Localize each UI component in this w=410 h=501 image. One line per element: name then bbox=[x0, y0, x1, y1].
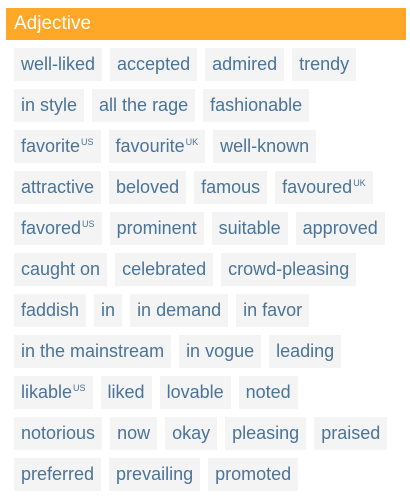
synonym-chip[interactable]: accepted bbox=[110, 48, 198, 81]
synonym-row: preferred prevailing promoted bbox=[14, 458, 406, 491]
synonym-label: in favor bbox=[243, 300, 303, 320]
synonym-label: celebrated bbox=[122, 259, 207, 279]
synonym-chip[interactable]: prominent bbox=[109, 212, 204, 245]
synonym-row: caught on celebrated crowd-pleasing bbox=[14, 253, 406, 286]
synonym-label: leading bbox=[276, 341, 335, 361]
synonym-label: fashionable bbox=[210, 95, 303, 115]
synonym-label: promoted bbox=[215, 464, 292, 484]
synonym-row: favored US prominent suitable approved bbox=[14, 212, 406, 245]
synonym-chip[interactable]: suitable bbox=[211, 212, 288, 245]
synonym-chip[interactable]: in vogue bbox=[179, 335, 262, 368]
synonym-chip[interactable]: attractive bbox=[14, 171, 102, 204]
synonym-label: famous bbox=[201, 177, 261, 197]
synonym-label: attractive bbox=[21, 177, 95, 197]
synonym-label: in vogue bbox=[186, 341, 255, 361]
region-tag: US bbox=[82, 219, 95, 229]
synonym-chip[interactable]: celebrated bbox=[115, 253, 214, 286]
synonym-chip[interactable]: fashionable bbox=[203, 89, 310, 122]
synonym-chip[interactable]: favoured UK bbox=[275, 171, 373, 204]
region-tag: US bbox=[81, 137, 94, 147]
synonym-chip[interactable]: pleasing bbox=[225, 417, 307, 450]
synonym-chip[interactable]: caught on bbox=[14, 253, 108, 286]
synonym-row: well-liked accepted admired trendy bbox=[14, 48, 406, 81]
synonym-label: crowd-pleasing bbox=[228, 259, 350, 279]
synonym-label: in the mainstream bbox=[21, 341, 165, 361]
synonym-label: in style bbox=[21, 95, 78, 115]
synonym-chip[interactable]: prevailing bbox=[109, 458, 201, 491]
synonym-label: trendy bbox=[299, 54, 350, 74]
synonym-label: praised bbox=[321, 423, 381, 443]
synonym-chip[interactable]: liked bbox=[100, 376, 152, 409]
synonym-label: in demand bbox=[137, 300, 222, 320]
synonym-label: preferred bbox=[21, 464, 95, 484]
synonym-chip[interactable]: favored US bbox=[14, 212, 102, 245]
synonym-chip[interactable]: in style bbox=[14, 89, 85, 122]
synonym-list: well-liked accepted admired trendy in style a… bbox=[14, 48, 406, 499]
synonym-row: attractive beloved famous favoured UK bbox=[14, 171, 406, 204]
synonym-label: lovable bbox=[166, 382, 224, 402]
synonym-row: favorite US favourite UK well-known bbox=[14, 130, 406, 163]
synonym-chip[interactable]: beloved bbox=[109, 171, 187, 204]
synonym-label: all the rage bbox=[99, 95, 189, 115]
synonym-row: in the mainstream in vogue leading bbox=[14, 335, 406, 368]
synonym-label: noted bbox=[245, 382, 291, 402]
synonym-label: in bbox=[101, 300, 116, 320]
region-tag: UK bbox=[353, 178, 366, 188]
synonym-label: approved bbox=[302, 218, 378, 238]
synonym-chip[interactable]: okay bbox=[165, 417, 218, 450]
synonym-chip[interactable]: likable US bbox=[14, 376, 93, 409]
region-tag: US bbox=[73, 383, 86, 393]
synonym-chip[interactable]: famous bbox=[194, 171, 268, 204]
synonym-label: admired bbox=[212, 54, 278, 74]
synonym-label: notorious bbox=[21, 423, 96, 443]
synonym-label: okay bbox=[172, 423, 211, 443]
synonym-chip[interactable]: favorite US bbox=[14, 130, 101, 163]
synonym-chip[interactable]: faddish bbox=[14, 294, 87, 327]
synonym-chip[interactable]: well-liked bbox=[14, 48, 103, 81]
synonym-chip[interactable]: preferred bbox=[14, 458, 102, 491]
synonym-label: well-known bbox=[220, 136, 310, 156]
synonym-label: faddish bbox=[21, 300, 80, 320]
synonym-label: favourite bbox=[115, 136, 185, 156]
synonym-chip[interactable]: in bbox=[94, 294, 123, 327]
synonym-chip[interactable]: notorious bbox=[14, 417, 103, 450]
synonym-chip[interactable]: favourite UK bbox=[108, 130, 206, 163]
synonym-chip[interactable]: praised bbox=[314, 417, 388, 450]
synonym-label: favorite bbox=[21, 136, 81, 156]
synonym-label: suitable bbox=[218, 218, 281, 238]
synonym-chip[interactable]: in the mainstream bbox=[14, 335, 172, 368]
synonym-label: beloved bbox=[116, 177, 180, 197]
synonym-chip[interactable]: now bbox=[110, 417, 158, 450]
synonym-chip[interactable]: approved bbox=[295, 212, 385, 245]
synonym-row: in style all the rage fashionable bbox=[14, 89, 406, 122]
synonym-row: likable US liked lovable noted bbox=[14, 376, 406, 409]
synonym-chip[interactable]: lovable bbox=[159, 376, 231, 409]
synonym-chip[interactable]: all the rage bbox=[92, 89, 196, 122]
synonym-label: favoured bbox=[282, 177, 353, 197]
synonym-chip[interactable]: leading bbox=[269, 335, 342, 368]
synonym-label: prominent bbox=[116, 218, 197, 238]
synonym-label: liked bbox=[107, 382, 145, 402]
synonym-row: faddish in in demand in favor bbox=[14, 294, 406, 327]
region-tag: UK bbox=[185, 137, 199, 147]
synonym-label: now bbox=[117, 423, 151, 443]
synonym-label: pleasing bbox=[232, 423, 300, 443]
synonym-row: notorious now okay pleasing praised bbox=[14, 417, 406, 450]
synonym-chip[interactable]: promoted bbox=[208, 458, 299, 491]
synonym-label: well-liked bbox=[21, 54, 96, 74]
synonym-label: prevailing bbox=[116, 464, 194, 484]
section-header: Adjective bbox=[6, 8, 406, 40]
synonym-chip[interactable]: noted bbox=[238, 376, 298, 409]
synonym-label: accepted bbox=[117, 54, 191, 74]
synonym-chip[interactable]: well-known bbox=[213, 130, 317, 163]
synonym-chip[interactable]: in favor bbox=[236, 294, 310, 327]
synonym-chip[interactable]: trendy bbox=[292, 48, 357, 81]
synonym-chip[interactable]: crowd-pleasing bbox=[221, 253, 357, 286]
synonym-label: favored bbox=[21, 218, 82, 238]
synonym-chip[interactable]: admired bbox=[205, 48, 285, 81]
synonym-label: likable bbox=[21, 382, 73, 402]
synonym-chip[interactable]: in demand bbox=[130, 294, 229, 327]
synonym-label: caught on bbox=[21, 259, 101, 279]
